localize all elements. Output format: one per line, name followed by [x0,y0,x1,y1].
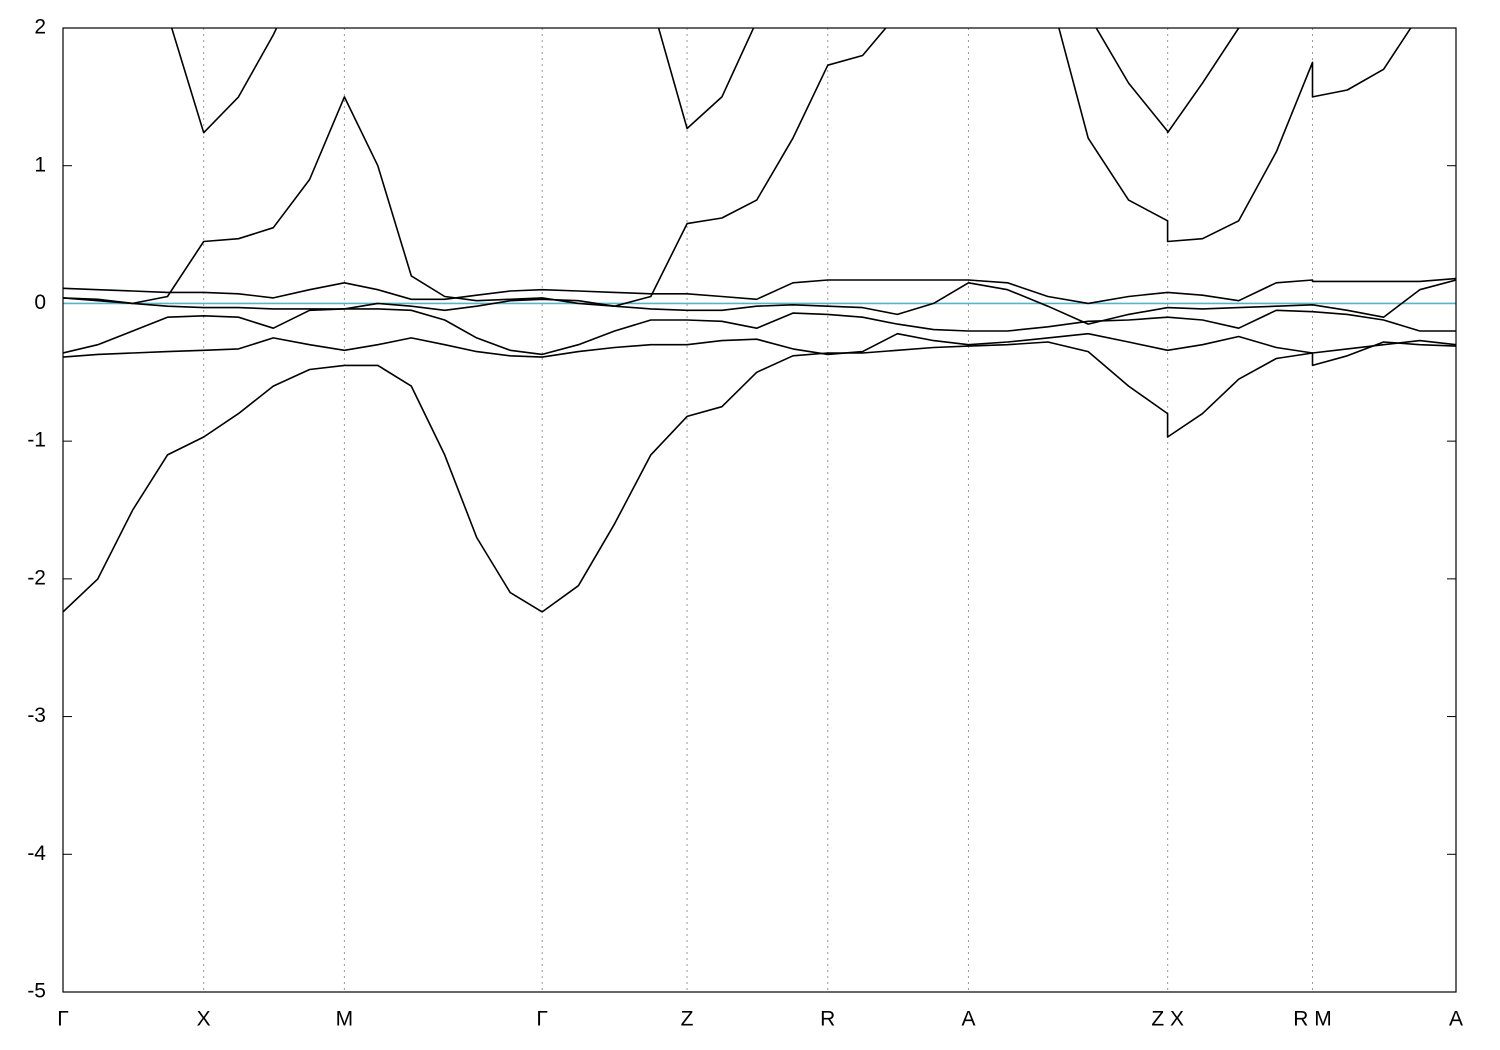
y-tick-label: -2 [27,566,46,589]
x-tick-label: A [961,1008,975,1031]
x-tick-label: R M [1293,1008,1332,1031]
x-tick-label: X [197,1008,211,1031]
band-line [170,28,1240,134]
y-tick-label: -1 [27,429,46,452]
y-tick-label: -3 [27,704,46,727]
y-tick-label: 1 [34,153,46,176]
band-line [63,332,1456,358]
x-tick-label: Γ [536,1008,548,1031]
y-tick-label: -4 [27,842,46,865]
x-tick-label: Z [681,1008,694,1031]
x-tick-label: Z X [1151,1008,1184,1031]
band-line [63,277,1456,305]
band-line [63,279,1456,325]
x-tick-label: R [820,1008,835,1031]
x-tick-label: M [336,1008,354,1031]
band-line [63,308,1456,356]
plot-frame [62,27,1457,993]
y-tick-label: -5 [27,980,46,1003]
x-tick-label: Γ [57,1008,69,1031]
band-line [63,28,1412,307]
y-tick-label: 2 [34,16,46,39]
x-tick-label: A [1449,1008,1463,1031]
band-line [63,341,1456,613]
plot-area [63,28,1456,613]
y-tick-label: 0 [34,291,46,314]
